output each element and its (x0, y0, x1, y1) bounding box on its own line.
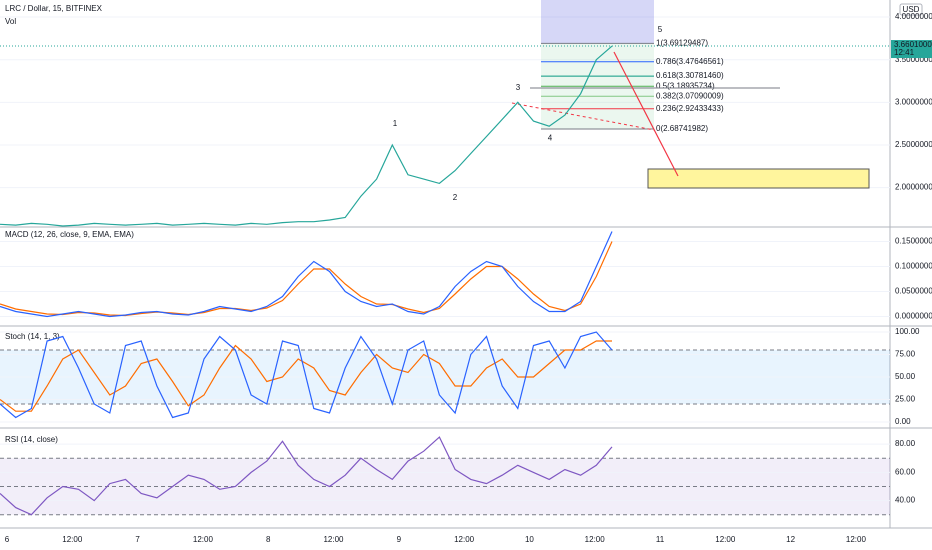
fib-label: 0(2.68741982) (656, 124, 708, 133)
projection-box (541, 0, 654, 44)
macd-line (0, 231, 613, 318)
pane-title: RSI (14, close) (5, 435, 58, 444)
price-axis-label: 3.00000000 (895, 97, 932, 106)
wave-label: 1 (393, 119, 398, 128)
time-label: 8 (266, 535, 271, 544)
fib-label: 0.236(2.92433433) (656, 104, 724, 113)
time-label: 12:00 (585, 535, 606, 544)
target-zone (647, 168, 870, 189)
fib-label: 1(3.69129487) (656, 38, 708, 47)
time-label: 12 (786, 535, 795, 544)
price-axis-label: 0.00 (895, 417, 911, 426)
price-axis-label: 2.50000000 (895, 140, 932, 149)
price-axis-label: 75.00 (895, 350, 916, 359)
volume-label: Vol (5, 17, 16, 26)
countdown: 12:41 (894, 48, 915, 57)
price-line (0, 45, 613, 227)
time-label: 12:00 (454, 535, 475, 544)
price-axis-label: 25.00 (895, 395, 916, 404)
time-label: 6 (5, 535, 10, 544)
fib-label: 0.5(3.18935734) (656, 81, 715, 90)
time-label: 12:00 (62, 535, 83, 544)
last-price-badge (891, 40, 932, 59)
time-label: 10 (525, 535, 534, 544)
price-axis-label: 2.00000000 (895, 183, 932, 192)
wave-label: 5 (658, 25, 663, 34)
symbol-title: LRC / Dollar, 15, BITFINEX (5, 4, 103, 13)
wave-label: 4 (548, 133, 553, 142)
price-axis-label: 80.00 (895, 439, 916, 448)
price-axis-label: 0.00000000 (895, 312, 932, 321)
price-axis-label: 3.50000000 (895, 55, 932, 64)
price-axis-label: 100.00 (895, 327, 920, 336)
wave-label: 2 (453, 193, 458, 202)
time-label: 12:00 (193, 535, 214, 544)
stoch-k (0, 331, 613, 419)
stoch-d (0, 340, 612, 412)
last-price: 3.66010000 (894, 40, 932, 49)
time-label: 9 (397, 535, 402, 544)
signal-line (0, 241, 613, 317)
currency: USD (903, 5, 920, 14)
fib-label: 0.618(3.30781460) (656, 71, 724, 80)
time-label: 12:00 (846, 535, 867, 544)
projection-arrow (613, 51, 679, 177)
price-axis-label: 60.00 (895, 467, 916, 476)
time-label: 7 (135, 535, 140, 544)
currency-badge (899, 3, 923, 16)
price-axis-label: 40.00 (895, 496, 916, 505)
fib-label: 0.786(3.47646561) (656, 57, 724, 66)
price-axis-label: 50.00 (895, 372, 916, 381)
rsi-line (0, 436, 613, 516)
price-axis-label: 4.00000000 (895, 12, 932, 21)
pane-title: Stoch (14, 1, 3) (5, 332, 60, 341)
time-label: 12:00 (715, 535, 736, 544)
time-label: 12:00 (323, 535, 344, 544)
wave-label: 3 (516, 83, 521, 92)
time-label: 11 (656, 535, 665, 544)
pane-title: MACD (12, 26, close, 9, EMA, EMA) (5, 230, 134, 239)
dashed-trend (511, 102, 655, 131)
fib-label: 0.382(3.07090009) (656, 91, 724, 100)
